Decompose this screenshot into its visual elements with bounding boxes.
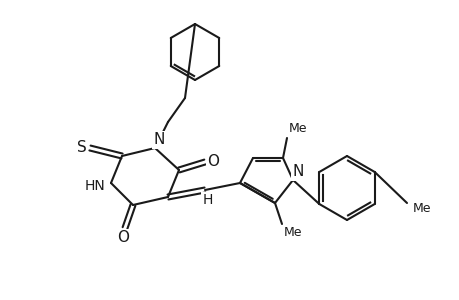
Text: O: O xyxy=(117,230,129,245)
Text: N: N xyxy=(291,164,303,179)
Text: HN: HN xyxy=(84,179,105,193)
Text: S: S xyxy=(77,140,87,155)
Text: Me: Me xyxy=(288,122,307,136)
Text: O: O xyxy=(207,154,218,169)
Text: Me: Me xyxy=(412,202,431,215)
Text: N: N xyxy=(153,133,164,148)
Text: Me: Me xyxy=(283,226,302,239)
Text: H: H xyxy=(202,193,213,207)
